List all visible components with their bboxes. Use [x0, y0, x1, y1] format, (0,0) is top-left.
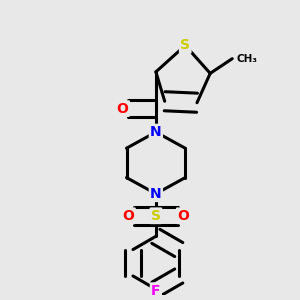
Text: O: O	[123, 209, 134, 223]
Text: N: N	[150, 125, 162, 139]
Text: S: S	[151, 209, 161, 223]
Text: S: S	[180, 38, 190, 52]
Text: CH₃: CH₃	[237, 54, 258, 64]
Text: O: O	[117, 102, 129, 116]
Text: O: O	[177, 209, 189, 223]
Text: F: F	[151, 284, 160, 298]
Text: N: N	[150, 187, 162, 201]
